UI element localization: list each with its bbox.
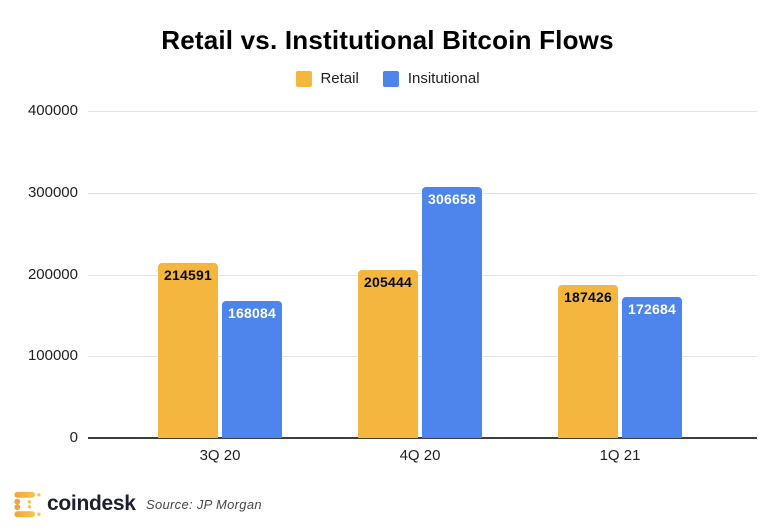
- brand-wordmark: coindesk: [47, 492, 136, 515]
- footer: coindesk Source: JP Morgan: [0, 488, 775, 522]
- bar-retail-4q20: 205444: [358, 270, 418, 438]
- source-text: Source: JP Morgan: [146, 497, 262, 512]
- bar-insitutional-1q21: 172684: [622, 296, 682, 438]
- bar-value-label: 214591: [164, 266, 212, 283]
- bar-insitutional-4q20: 306658: [422, 187, 482, 438]
- y-tick-label: 100000: [27, 347, 78, 365]
- x-tick-label: 3Q 20: [199, 447, 241, 464]
- retail-swatch-icon: [295, 70, 312, 87]
- bar-value-label: 168084: [228, 304, 276, 321]
- legend-label-institutional: Insitutional: [407, 70, 480, 87]
- legend-item-retail: Retail: [295, 70, 359, 87]
- bar-value-label: 187426: [564, 288, 612, 305]
- gridline: [88, 111, 757, 112]
- legend: Retail Insitutional: [295, 70, 480, 87]
- y-tick-label: 200000: [27, 265, 78, 283]
- legend-label-retail: Retail: [320, 70, 359, 87]
- y-tick-label: 0: [69, 429, 78, 446]
- legend-item-institutional: Insitutional: [382, 70, 480, 87]
- y-tick-label: 400000: [27, 102, 78, 119]
- institutional-swatch-icon: [382, 70, 399, 87]
- x-tick-label: 1Q 21: [599, 447, 641, 464]
- x-tick-label: 4Q 20: [399, 447, 441, 464]
- bar-value-label: 172684: [628, 300, 676, 317]
- chart-title: Retail vs. Institutional Bitcoin Flows: [161, 25, 614, 55]
- bar-insitutional-3q20: 168084: [222, 300, 282, 438]
- bar-retail-1q21: 187426: [558, 284, 618, 438]
- bar-retail-3q20: 214591: [158, 262, 218, 438]
- coindesk-logo-icon: [14, 491, 41, 518]
- x-axis-line: [88, 437, 757, 439]
- bar-value-label: 306658: [428, 191, 476, 208]
- bar-value-label: 205444: [364, 274, 412, 291]
- y-tick-label: 300000: [27, 183, 78, 201]
